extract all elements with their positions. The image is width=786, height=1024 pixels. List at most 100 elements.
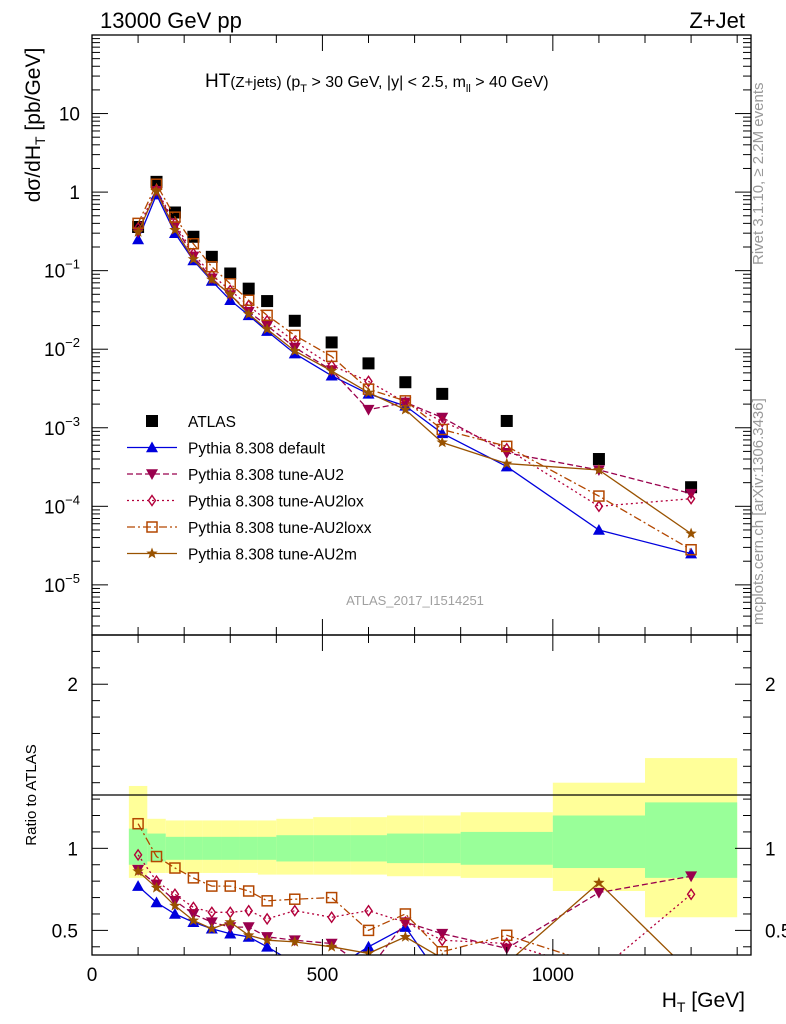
main-point-atlas xyxy=(187,230,200,243)
ratio-point-au2lox xyxy=(207,906,217,919)
ratio-point-au2loxx xyxy=(436,945,448,955)
ratio-point-au2 xyxy=(363,965,375,976)
legend-label-au2: Pythia 8.308 tune-AU2 xyxy=(188,467,344,484)
main-point-atlas xyxy=(436,387,449,400)
legend-marker-au2loxx xyxy=(146,521,158,533)
main-point-au2lox xyxy=(686,492,696,505)
ratio-point-au2loxx xyxy=(686,975,696,985)
band-inner-segment xyxy=(645,802,738,878)
main-y-tick-label: 10−4 xyxy=(44,492,80,518)
main-point-atlas xyxy=(288,314,301,327)
band-inner-segment xyxy=(184,836,203,860)
ratio-point-au2lox xyxy=(364,904,373,917)
main-point-au2m xyxy=(132,226,144,237)
ratio-point-au2m xyxy=(150,881,163,893)
main-point-atlas xyxy=(592,453,605,466)
main-point-default xyxy=(592,523,605,535)
main-line-au2lox xyxy=(137,188,692,507)
main-point-au2lox xyxy=(437,415,447,428)
main-point-atlas xyxy=(224,267,237,280)
main-point-atlas xyxy=(362,357,375,370)
main-point-au2loxx xyxy=(325,350,338,363)
ratio-point-default xyxy=(168,907,181,919)
main-point-au2m xyxy=(325,364,338,376)
rivet-label: Rivet 3.1.10, ≥ 2.2M events xyxy=(750,83,767,266)
band-inner-segment xyxy=(239,836,258,860)
ratio-line-au2 xyxy=(137,869,692,955)
ratio-point-au2lox xyxy=(290,904,300,917)
ratio-point-au2lox xyxy=(262,912,272,926)
ratio-y-axis-label: Ratio to ATLAS xyxy=(23,744,40,845)
legend-marker-default xyxy=(146,441,158,453)
band-inner-segment xyxy=(276,835,314,862)
x-tick-label: 1000 xyxy=(532,965,574,986)
ratio-line-au2m xyxy=(137,870,674,955)
ratio-series-group xyxy=(132,817,698,993)
ratio-point-au2loxx xyxy=(261,895,273,907)
main-point-au2 xyxy=(362,404,375,416)
ratio-point-au2m xyxy=(132,865,144,877)
x-tick-label: 500 xyxy=(307,965,339,986)
main-point-au2m xyxy=(362,386,375,398)
main-point-au2loxx xyxy=(187,238,200,250)
ratio-point-au2lox xyxy=(170,888,180,901)
header-process: Z+Jet xyxy=(689,8,745,33)
legend-marker-au2m xyxy=(146,547,158,559)
ratio-point-au2 xyxy=(242,922,255,934)
legend-label-au2lox: Pythia 8.308 tune-AU2lox xyxy=(188,494,364,511)
main-point-au2loxx xyxy=(685,543,697,556)
ratio-point-au2lox xyxy=(327,911,336,924)
ratio-point-au2loxx xyxy=(242,885,255,897)
main-point-au2 xyxy=(436,412,449,424)
ratio-point-au2loxx xyxy=(501,929,513,942)
ratio-point-default xyxy=(501,982,513,993)
main-point-au2m xyxy=(501,457,513,469)
main-point-au2loxx xyxy=(206,261,218,273)
x-axis-label: HT [GeV] xyxy=(662,989,745,1015)
main-point-atlas xyxy=(399,376,412,389)
ratio-point-au2lox xyxy=(225,906,235,919)
main-point-au2m xyxy=(593,464,605,475)
legend-label-au2m: Pythia 8.308 tune-AU2m xyxy=(188,547,357,564)
ratio-point-au2m xyxy=(261,934,273,946)
main-point-au2loxx xyxy=(593,490,605,502)
ratio-y-tick-label: 1 xyxy=(67,839,78,860)
ratio-line-au2loxx xyxy=(137,823,571,955)
main-point-atlas xyxy=(325,336,338,349)
ratio-point-au2m xyxy=(399,930,412,942)
main-y-tick-label: 10−2 xyxy=(44,335,80,361)
main-point-au2m xyxy=(436,436,448,448)
main-point-au2 xyxy=(399,397,412,409)
ratio-point-au2loxx xyxy=(150,850,163,863)
ratio-point-au2m xyxy=(289,935,301,947)
ratio-point-au2 xyxy=(592,887,605,899)
legend-marker-au2lox xyxy=(147,494,157,507)
band-inner-segment xyxy=(460,831,553,865)
ratio-point-au2 xyxy=(685,871,698,883)
ratio-y-tick-label: 0.5 xyxy=(52,921,78,942)
ratio-point-au2m xyxy=(593,876,605,888)
ratio-point-au2loxx xyxy=(132,817,144,830)
main-y-tick-label: 10−5 xyxy=(44,571,80,597)
ratio-y-tick-label-right: 2 xyxy=(765,675,776,696)
ratio-point-au2loxx xyxy=(399,908,412,920)
main-point-default xyxy=(132,233,145,245)
ratio-point-au2loxx xyxy=(187,872,200,884)
ratio-point-au2lox xyxy=(244,904,254,917)
main-point-au2m xyxy=(206,273,218,285)
ratio-point-au2m xyxy=(325,940,338,952)
main-point-au2m xyxy=(261,323,273,334)
ratio-frame xyxy=(91,634,752,956)
band-inner-segment xyxy=(202,836,222,860)
ratio-point-default xyxy=(132,880,145,891)
legend-label-default: Pythia 8.308 default xyxy=(188,441,326,458)
ratio-y-tick-label-right: 0.5 xyxy=(765,921,786,942)
main-point-default xyxy=(685,547,698,559)
ratio-point-au2lox xyxy=(401,915,410,929)
ratio-y-tick-label-right: 1 xyxy=(765,839,776,860)
ratio-point-default xyxy=(362,940,375,952)
ratio-point-au2loxx xyxy=(224,880,237,892)
axes-group: 10−5 10−4 10−3 10−2 10−1 1 10 0 500 1000 0.5 0.5 1 1 2… xyxy=(44,35,786,986)
main-point-au2loxx xyxy=(289,329,301,342)
band-inner-segment xyxy=(128,828,148,865)
